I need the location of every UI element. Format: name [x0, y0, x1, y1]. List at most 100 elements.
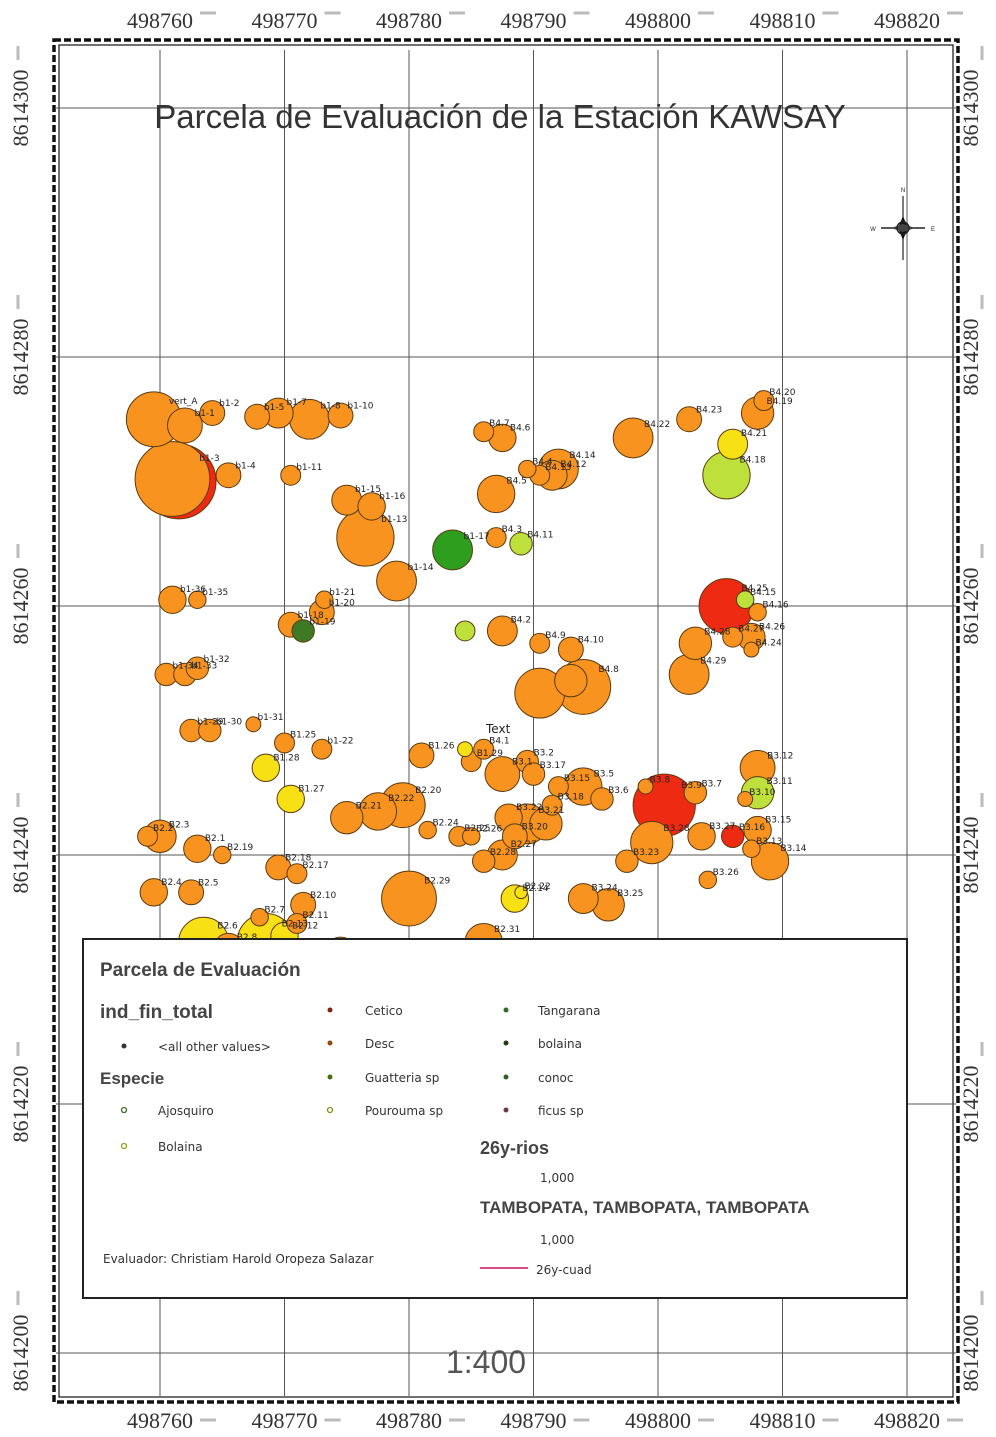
- tree-point[interactable]: [615, 849, 639, 873]
- tree-point[interactable]: [454, 620, 476, 642]
- tree-point[interactable]: [213, 845, 232, 865]
- tree-point[interactable]: [432, 529, 473, 571]
- tree-point[interactable]: [590, 787, 614, 811]
- tree-point[interactable]: [215, 462, 242, 489]
- tree-point[interactable]: [139, 878, 168, 907]
- tree-point[interactable]: [158, 585, 187, 614]
- tree-point[interactable]: [637, 778, 654, 795]
- tree-point[interactable]: [250, 908, 269, 927]
- tree-point[interactable]: [486, 615, 518, 647]
- tree-point[interactable]: [462, 827, 481, 846]
- tree-point[interactable]: [418, 820, 437, 840]
- tree-point[interactable]: [687, 822, 716, 851]
- tree-point[interactable]: [408, 742, 435, 769]
- tree-point[interactable]: [376, 560, 417, 602]
- tree-point[interactable]: [753, 390, 775, 412]
- tree-point[interactable]: [244, 403, 271, 430]
- tree-label: b1-15: [355, 485, 381, 495]
- legend-rios-title: 26y-rios: [480, 1138, 549, 1158]
- tree-point[interactable]: [722, 626, 744, 648]
- northing-label-right: 8614220: [958, 1066, 983, 1143]
- tree-point[interactable]: [134, 441, 211, 517]
- tree-label: B4.3: [502, 525, 523, 535]
- tree-point[interactable]: [471, 849, 496, 873]
- tree-point[interactable]: [678, 626, 713, 661]
- tree-point[interactable]: [291, 619, 315, 643]
- tree-point[interactable]: [698, 870, 718, 890]
- tree-point[interactable]: [286, 913, 308, 934]
- tree-point[interactable]: [188, 590, 207, 609]
- tree-point[interactable]: [185, 656, 210, 680]
- tree-point[interactable]: [630, 820, 674, 865]
- legend-dot-ficus: [503, 1107, 509, 1113]
- tree-label: B4.18: [739, 455, 765, 465]
- tree-point[interactable]: [199, 400, 226, 426]
- tree-point[interactable]: [521, 762, 546, 786]
- tree-label: b1-16: [379, 492, 405, 502]
- tree-point[interactable]: [330, 800, 364, 835]
- tree-point[interactable]: [735, 590, 755, 609]
- tree-point[interactable]: [457, 741, 473, 758]
- north-arrow-icon: N W E: [870, 188, 935, 260]
- tree-point[interactable]: [245, 716, 262, 733]
- tree-point[interactable]: [554, 664, 588, 698]
- tree-point[interactable]: [315, 590, 334, 609]
- tree-label: B1.25: [290, 730, 316, 740]
- tree-point[interactable]: [743, 641, 760, 658]
- easting-label-bottom: 498760: [127, 1408, 193, 1433]
- tree-label: B2.20: [415, 786, 441, 796]
- tree-label: B3.15: [564, 774, 590, 784]
- tree-point[interactable]: [276, 784, 305, 814]
- tree-point[interactable]: [748, 603, 767, 622]
- tree-label: B4.26: [759, 623, 785, 633]
- tree-point[interactable]: [742, 839, 761, 858]
- tree-point[interactable]: [381, 870, 437, 927]
- tree-point[interactable]: [484, 756, 521, 793]
- northing-label-right: 8614300: [958, 70, 983, 147]
- tree-point[interactable]: [720, 824, 745, 849]
- tree-label: B3.22: [516, 803, 542, 813]
- tree-label: B3.8: [650, 775, 671, 785]
- tree-label: B2.31: [494, 925, 520, 935]
- tree-label: B4.29: [700, 657, 726, 667]
- tree-point[interactable]: [567, 883, 599, 915]
- tree-point[interactable]: [280, 464, 302, 486]
- tree-point[interactable]: [541, 794, 563, 816]
- tree-point[interactable]: [198, 718, 222, 743]
- tree-point[interactable]: [357, 492, 386, 521]
- tree-point[interactable]: [327, 402, 354, 429]
- tree-point[interactable]: [274, 732, 295, 754]
- tree-point[interactable]: [286, 863, 308, 885]
- tree-label: B2.5: [198, 879, 219, 889]
- tree-label: B2.18: [285, 854, 311, 864]
- tree-point[interactable]: [137, 825, 159, 847]
- tree-point[interactable]: [547, 776, 569, 797]
- northing-label-left: 8614260: [8, 568, 33, 645]
- tree-label: B3.17: [540, 761, 566, 771]
- tree-point[interactable]: [473, 738, 495, 760]
- tree-point[interactable]: [509, 532, 533, 556]
- tree-point[interactable]: [485, 527, 507, 548]
- tree-point[interactable]: [476, 474, 516, 514]
- tree-point[interactable]: [676, 406, 703, 433]
- tree-point[interactable]: [717, 428, 749, 460]
- tree-point[interactable]: [178, 879, 205, 906]
- tree-point[interactable]: [251, 753, 281, 783]
- tree-point[interactable]: [612, 417, 654, 459]
- tree-label: B4.11: [527, 531, 553, 541]
- tree-label: b1-14: [408, 563, 434, 573]
- tree-point[interactable]: [166, 407, 203, 444]
- tree-point[interactable]: [750, 842, 790, 881]
- tree-point[interactable]: [183, 834, 212, 863]
- tree-label: B3.16: [739, 823, 765, 833]
- tree-point[interactable]: [529, 632, 551, 654]
- tree-point[interactable]: [683, 781, 708, 805]
- tree-point[interactable]: [737, 791, 754, 807]
- tree-point[interactable]: [557, 636, 584, 663]
- tree-point[interactable]: [518, 459, 537, 479]
- tree-point[interactable]: [514, 885, 528, 900]
- easting-label-bottom: 498810: [750, 1408, 816, 1433]
- tree-point[interactable]: [311, 738, 333, 760]
- tree-point[interactable]: [473, 421, 495, 443]
- tree-point[interactable]: [501, 823, 528, 850]
